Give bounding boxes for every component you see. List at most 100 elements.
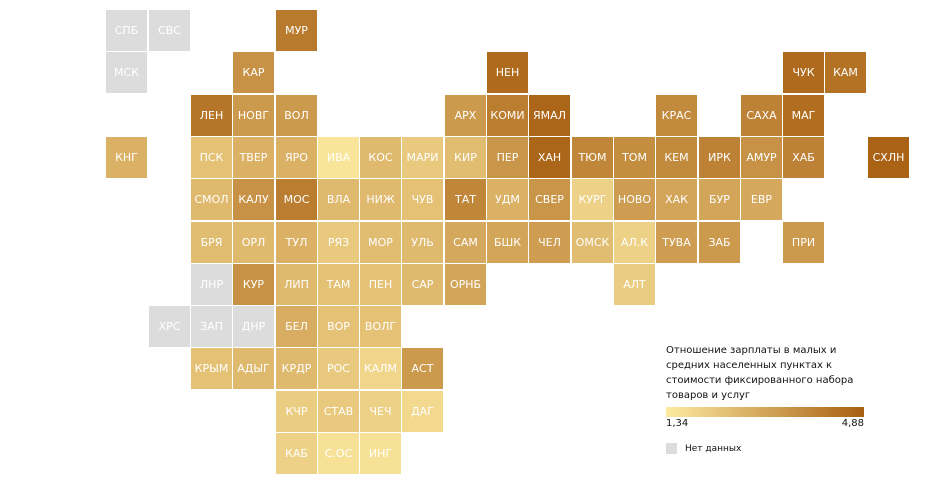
region-tile-23: МАРИ [402, 137, 443, 178]
region-tile-67: САР [402, 264, 443, 305]
region-tile-16: МАГ [783, 95, 824, 136]
region-label: ТАТ [455, 193, 476, 206]
region-label: ЛЕН [199, 109, 224, 122]
region-label: СХЛН [872, 151, 905, 164]
region-label: КАМ [833, 66, 858, 79]
region-tile-62: ЛНР [191, 264, 232, 305]
legend-title: Отношение зарплаты в малых и средних нас… [666, 345, 854, 401]
region-tile-29: КЕМ [656, 137, 697, 178]
region-label: НОВГ [237, 109, 270, 122]
region-tile-79: РОС [318, 348, 359, 389]
region-tile-8: ЛЕН [191, 95, 232, 136]
region-tile-31: АМУР [741, 137, 782, 178]
region-tile-69: АЛТ [614, 264, 655, 305]
region-tile-61: ПРИ [783, 222, 824, 263]
region-label: КАБ [285, 447, 308, 460]
region-label: СПБ [114, 24, 139, 37]
legend-labels: 1,34 4,88 [666, 418, 866, 432]
region-label: КНГ [115, 151, 138, 164]
region-label: ЗАБ [708, 236, 731, 249]
region-tile-13: ЯМАЛ [529, 95, 570, 136]
region-label: ТОМ [622, 151, 647, 164]
region-tile-72: ДНР [233, 306, 274, 347]
region-label: КРЫМ [194, 362, 229, 375]
region-tile-82: КЧР [276, 391, 317, 432]
region-tile-24: КИР [445, 137, 486, 178]
region-label: СТАВ [323, 405, 354, 418]
region-label: ДНР [241, 320, 266, 333]
region-label: КАЛМ [363, 362, 398, 375]
region-tile-9: НОВГ [233, 95, 274, 136]
region-label: МОР [368, 236, 393, 249]
region-label: КОС [368, 151, 393, 164]
region-tile-57: ОМСК [572, 222, 613, 263]
region-tile-26: ХАН [529, 137, 570, 178]
region-label: ОРНБ [449, 278, 482, 291]
region-label: ИНГ [368, 447, 393, 460]
legend: Отношение зарплаты в малых и средних нас… [666, 343, 866, 432]
region-tile-34: СМОЛ [191, 179, 232, 220]
region-label: САР [411, 278, 434, 291]
region-label: ЧЕЛ [538, 236, 561, 249]
region-label: РЯЗ [327, 236, 350, 249]
region-tile-4: КАР [233, 52, 274, 93]
region-tile-76: КРЫМ [191, 348, 232, 389]
region-label: СВС [158, 24, 181, 37]
region-tile-25: ПЕР [487, 137, 528, 178]
region-tile-3: МСК [106, 52, 147, 93]
region-label: ЛИП [284, 278, 309, 291]
region-tile-46: БУР [699, 179, 740, 220]
region-tile-48: БРЯ [191, 222, 232, 263]
region-label: ЧУК [792, 66, 815, 79]
region-tile-68: ОРНБ [445, 264, 486, 305]
region-label: СМОЛ [194, 193, 229, 206]
region-tile-56: ЧЕЛ [529, 222, 570, 263]
region-tile-33: СХЛН [868, 137, 909, 178]
region-label: КУР [242, 278, 265, 291]
region-tile-36: МОС [276, 179, 317, 220]
region-label: КУРГ [578, 193, 607, 206]
region-tile-37: ВЛА [318, 179, 359, 220]
region-tile-35: КАЛУ [233, 179, 274, 220]
region-label: ТУВА [662, 236, 691, 249]
region-label: КАР [242, 66, 265, 79]
region-tile-17: КНГ [106, 137, 147, 178]
region-label: НЕН [495, 66, 520, 79]
region-label: КЧР [285, 405, 308, 418]
legend-max-label: 4,88 [841, 418, 864, 429]
region-label: МОС [283, 193, 310, 206]
region-tile-43: КУРГ [572, 179, 613, 220]
no-data-label: Нет данных [685, 443, 742, 454]
region-tile-44: НОВО [614, 179, 655, 220]
region-tile-84: ЧЕЧ [360, 391, 401, 432]
region-label: ОРЛ [241, 236, 266, 249]
region-label: ЧЕЧ [369, 405, 392, 418]
region-tile-1: СВС [149, 10, 190, 51]
region-tile-14: КРАС [656, 95, 697, 136]
region-tile-80: КАЛМ [360, 348, 401, 389]
region-label: УДМ [495, 193, 520, 206]
region-label: КРАС [661, 109, 692, 122]
region-label: ТАМ [326, 278, 351, 291]
region-label: ОМСК [575, 236, 610, 249]
region-tile-5: НЕН [487, 52, 528, 93]
region-tile-54: САМ [445, 222, 486, 263]
region-label: ЕВР [750, 193, 773, 206]
region-label: МУР [285, 24, 308, 37]
region-label: НОВО [617, 193, 652, 206]
region-tile-86: КАБ [276, 433, 317, 474]
region-label: ТУЛ [285, 236, 308, 249]
region-tile-71: ЗАП [191, 306, 232, 347]
region-tile-63: КУР [233, 264, 274, 305]
region-label: АДЫГ [237, 362, 270, 375]
region-tile-49: ОРЛ [233, 222, 274, 263]
region-label: ПЕН [368, 278, 393, 291]
region-label: БРЯ [200, 236, 223, 249]
region-tile-0: СПБ [106, 10, 147, 51]
region-label: БШК [493, 236, 522, 249]
region-tile-15: САХА [741, 95, 782, 136]
region-label: КАЛУ [238, 193, 269, 206]
legend-gradient-bar [666, 407, 864, 417]
region-label: РОС [327, 362, 350, 375]
region-tile-50: ТУЛ [276, 222, 317, 263]
